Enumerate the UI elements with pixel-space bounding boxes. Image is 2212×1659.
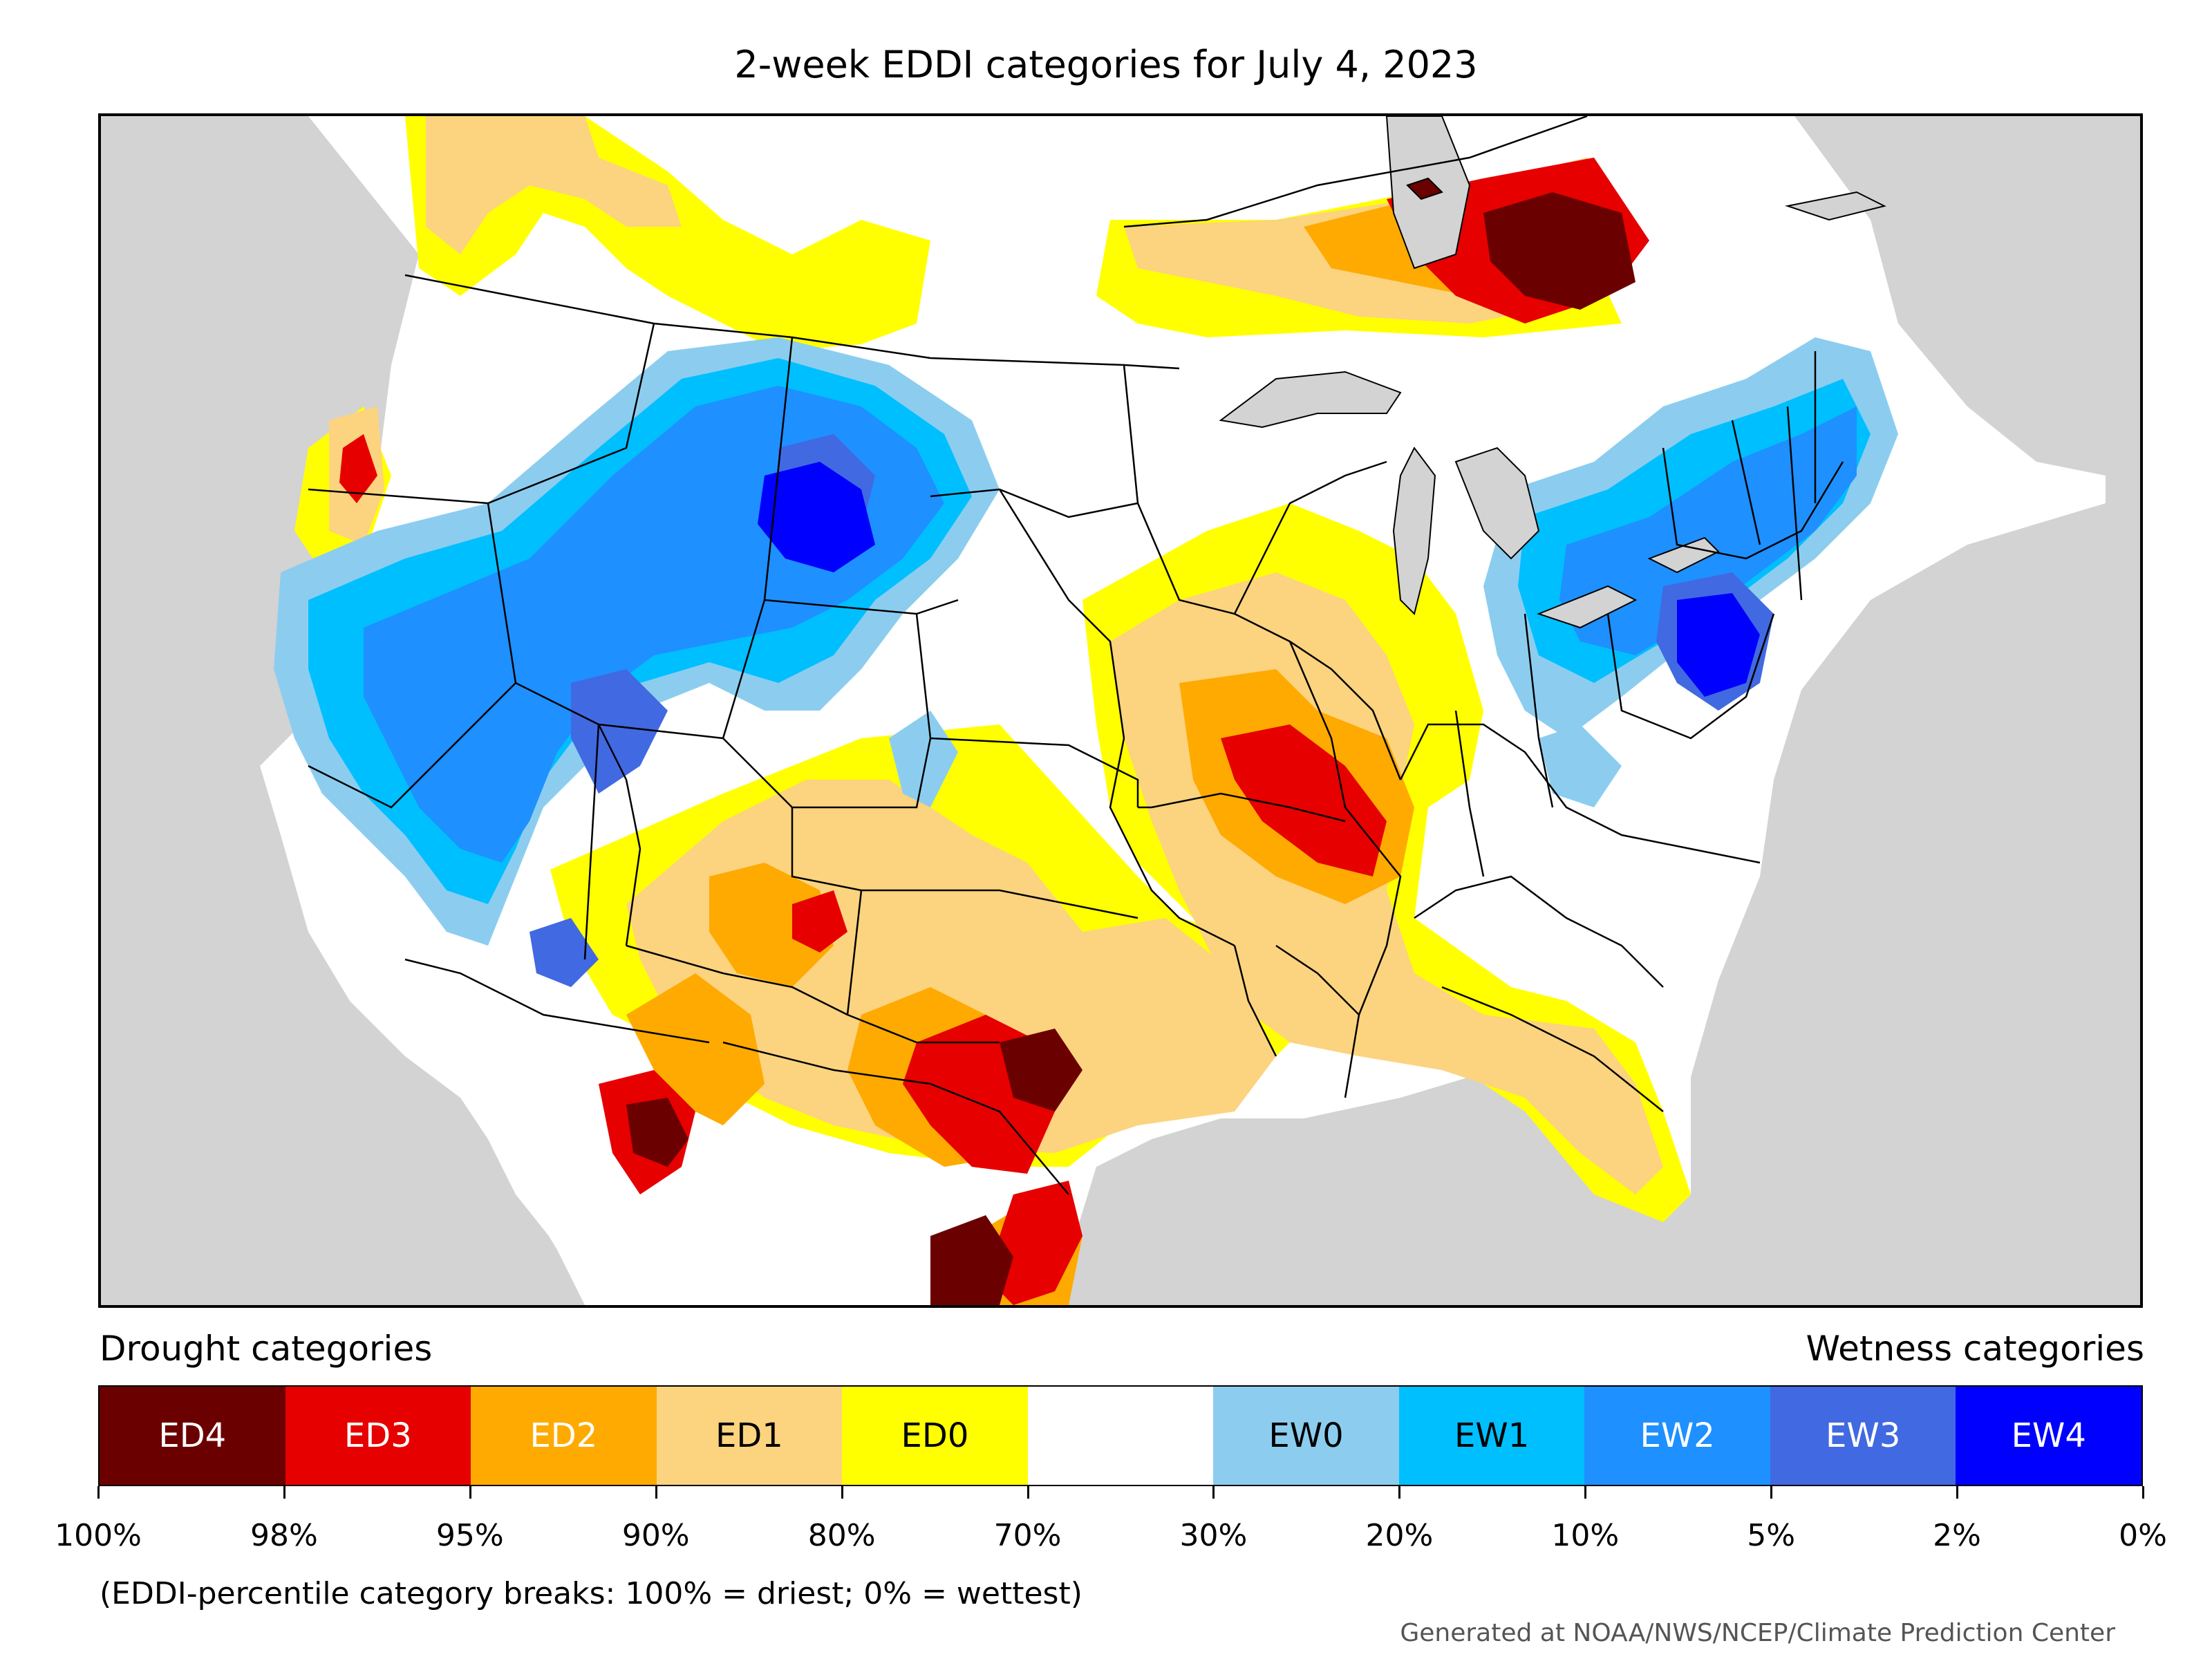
colorbar-tick	[1770, 1486, 1773, 1499]
colorbar-ticks	[97, 1486, 2144, 1500]
legend-cell-ew3: EW3	[1770, 1387, 1956, 1485]
legend-cell-ew4: EW4	[1956, 1387, 2142, 1485]
colorbar-tick-label: 10%	[1551, 1518, 1620, 1553]
colorbar-tick-label: 90%	[621, 1518, 690, 1553]
colorbar-tick	[283, 1486, 285, 1499]
colorbar-tick	[1212, 1486, 1215, 1499]
legend-cell-ed1: ED1	[656, 1387, 843, 1485]
colorbar-tick-label: 100%	[55, 1518, 142, 1553]
baja-land	[447, 939, 668, 1305]
colorbar-tick	[1027, 1486, 1029, 1499]
legend-cell-ew1: EW1	[1398, 1387, 1585, 1485]
colorbar-tick	[1956, 1486, 1959, 1499]
legend-cell-ed4: ED4	[100, 1387, 285, 1485]
ed4-regions	[626, 192, 1635, 1305]
legend-cell-ed3: ED3	[285, 1387, 471, 1485]
ew4-regions	[758, 462, 1760, 697]
lake-of-the-woods-red	[1406, 177, 1443, 200]
colorbar-tick	[1584, 1486, 1587, 1499]
map-canvas	[260, 116, 2106, 1305]
colorbar-tick	[655, 1486, 657, 1499]
legend-cell-ew0: EW0	[1213, 1387, 1399, 1485]
colorbar-tick	[2142, 1486, 2144, 1499]
eddi-map	[98, 113, 2143, 1308]
footnote: (EDDI-percentile category breaks: 100% =…	[100, 1576, 1082, 1611]
colorbar-tick-label: 70%	[993, 1518, 1062, 1553]
category-colorbar: ED4 ED3 ED2 ED1 ED0 EW0 EW1 EW2 EW3 EW4	[98, 1385, 2143, 1486]
wetness-categories-heading: Wetness categories	[1806, 1329, 2144, 1369]
legend-cell-normal	[1027, 1387, 1214, 1485]
legend-cell-ed2: ED2	[471, 1387, 657, 1485]
credit-line: Generated at NOAA/NWS/NCEP/Climate Predi…	[1400, 1619, 2115, 1647]
colorbar-tick-label: 20%	[1365, 1518, 1434, 1553]
colorbar-tick	[841, 1486, 843, 1499]
colorbar-tick-label: 30%	[1179, 1518, 1248, 1553]
colorbar-tick-label: 98%	[250, 1518, 318, 1553]
colorbar-tick-label: 2%	[1933, 1518, 1981, 1553]
colorbar-tick-label: 5%	[1747, 1518, 1796, 1553]
colorbar-tick	[469, 1486, 471, 1499]
colorbar-tick-label: 0%	[2119, 1518, 2167, 1553]
colorbar-tick	[1398, 1486, 1401, 1499]
drought-categories-heading: Drought categories	[100, 1329, 433, 1369]
state-boundaries	[308, 116, 1844, 1195]
colorbar-tick	[97, 1486, 100, 1499]
colorbar-tick-label: 80%	[807, 1518, 876, 1553]
colorbar-tick-label: 95%	[435, 1518, 504, 1553]
legend-cell-ed0: ED0	[842, 1387, 1028, 1485]
map-title: 2-week EDDI categories for July 4, 2023	[734, 43, 1478, 86]
legend-cell-ew2: EW2	[1584, 1387, 1770, 1485]
